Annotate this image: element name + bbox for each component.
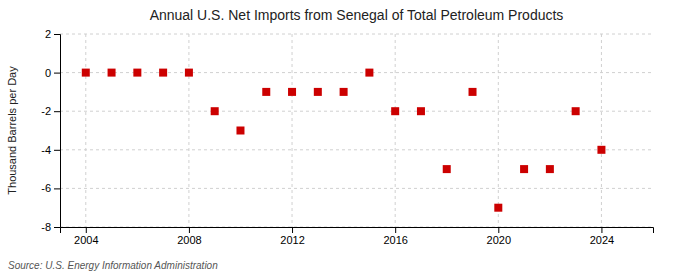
- y-tick: -4: [41, 144, 60, 156]
- y-tick-label: 0: [45, 67, 51, 79]
- y-grid-line: [60, 72, 653, 73]
- x-tick-label: 2012: [280, 234, 304, 246]
- x-grid-line: [498, 34, 499, 227]
- point: [236, 127, 244, 135]
- y-tick-label: -2: [41, 105, 51, 117]
- x-tick-label: 2020: [487, 234, 511, 246]
- point: [185, 69, 193, 77]
- y-tick-label: 2: [45, 28, 51, 40]
- y-tick-label: -8: [41, 221, 51, 233]
- y-tick-mark: [54, 188, 60, 189]
- point: [417, 107, 425, 115]
- y-grid-line: [60, 111, 653, 112]
- point: [288, 88, 296, 96]
- y-tick: -8: [41, 221, 60, 233]
- point: [546, 165, 554, 173]
- y-axis-line: [54, 35, 61, 228]
- x-tick-mark: [395, 227, 396, 233]
- y-tick-mark: [54, 111, 60, 112]
- x-tick: 2024: [590, 227, 614, 246]
- point: [391, 107, 399, 115]
- x-tick-label: 2016: [383, 234, 407, 246]
- x-tick-mark: [189, 227, 190, 233]
- x-tick-label: 2008: [177, 234, 201, 246]
- point: [314, 88, 322, 96]
- y-tick-mark: [54, 150, 60, 151]
- x-tick-mark: [86, 227, 87, 233]
- point: [520, 165, 528, 173]
- y-tick: 0: [45, 67, 60, 79]
- x-grid-line: [292, 34, 293, 227]
- y-tick-mark: [54, 34, 60, 35]
- y-tick-mark: [54, 73, 60, 74]
- x-tick: 2016: [383, 227, 407, 246]
- title: Annual U.S. Net Imports from Senegal of …: [150, 7, 564, 23]
- chart-svg: 2004 2008 2012 2016 2020 2024 -8 -6 -4 -2 0 2 Annual…: [0, 0, 675, 275]
- x-tick-mark: [498, 227, 499, 233]
- grid: [60, 34, 653, 227]
- marks: [82, 69, 606, 212]
- y-grid-line: [60, 149, 653, 150]
- point: [211, 107, 219, 115]
- x-grid-line: [85, 34, 86, 227]
- y-axis: -8 -6 -4 -2 0 2: [41, 28, 60, 233]
- y-tick-mark: [54, 227, 60, 228]
- y-tick: -6: [41, 182, 60, 194]
- x-grid-line: [395, 34, 396, 227]
- y-grid-line: [60, 34, 653, 35]
- y-grid-line: [60, 188, 653, 189]
- source-note: Source: U.S. Energy Information Administ…: [8, 260, 218, 271]
- x-tick: 2012: [280, 227, 304, 246]
- x-tick: 2008: [177, 227, 201, 246]
- x-tick-mark: [292, 227, 293, 233]
- point: [262, 88, 270, 96]
- x-axis-line: [61, 228, 654, 234]
- point: [443, 165, 451, 173]
- y-axis-title: Thousand Barrels per Day: [6, 66, 18, 195]
- point: [494, 204, 502, 212]
- x-tick: 2020: [487, 227, 511, 246]
- y-tick: 2: [45, 28, 60, 40]
- chart-container: 2004 2008 2012 2016 2020 2024 -8 -6 -4 -2 0 2 Annual…: [0, 0, 675, 275]
- point: [572, 107, 580, 115]
- x-tick-label: 2004: [74, 234, 98, 246]
- point: [340, 88, 348, 96]
- x-tick-mark: [601, 227, 602, 233]
- point: [108, 69, 116, 77]
- point: [597, 146, 605, 154]
- y-tick-label: -4: [41, 144, 51, 156]
- point: [82, 69, 90, 77]
- x-grid-line: [601, 34, 602, 227]
- point: [365, 69, 373, 77]
- point: [159, 69, 167, 77]
- x-tick-label: 2024: [590, 234, 614, 246]
- y-tick-label: -6: [41, 182, 51, 194]
- y-tick: -2: [41, 105, 60, 117]
- x-grid-line: [188, 34, 189, 227]
- point: [469, 88, 477, 96]
- x-axis: 2004 2008 2012 2016 2020 2024: [61, 227, 654, 246]
- x-tick: 2004: [74, 227, 98, 246]
- point: [133, 69, 141, 77]
